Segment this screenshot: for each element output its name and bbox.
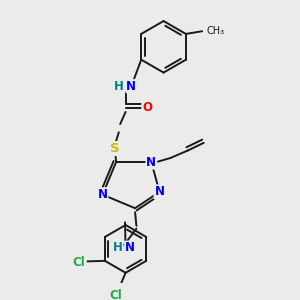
Text: Cl: Cl bbox=[73, 256, 85, 269]
Text: N: N bbox=[146, 156, 156, 169]
Text: N: N bbox=[125, 241, 135, 254]
Text: N: N bbox=[126, 80, 136, 93]
Text: CH₃: CH₃ bbox=[206, 26, 224, 36]
Text: S: S bbox=[110, 142, 119, 155]
Text: O: O bbox=[142, 101, 152, 114]
Text: H: H bbox=[114, 80, 124, 93]
Text: Cl: Cl bbox=[110, 289, 122, 300]
Text: N: N bbox=[154, 185, 164, 198]
Text: H: H bbox=[112, 241, 122, 254]
Text: N: N bbox=[98, 188, 107, 201]
